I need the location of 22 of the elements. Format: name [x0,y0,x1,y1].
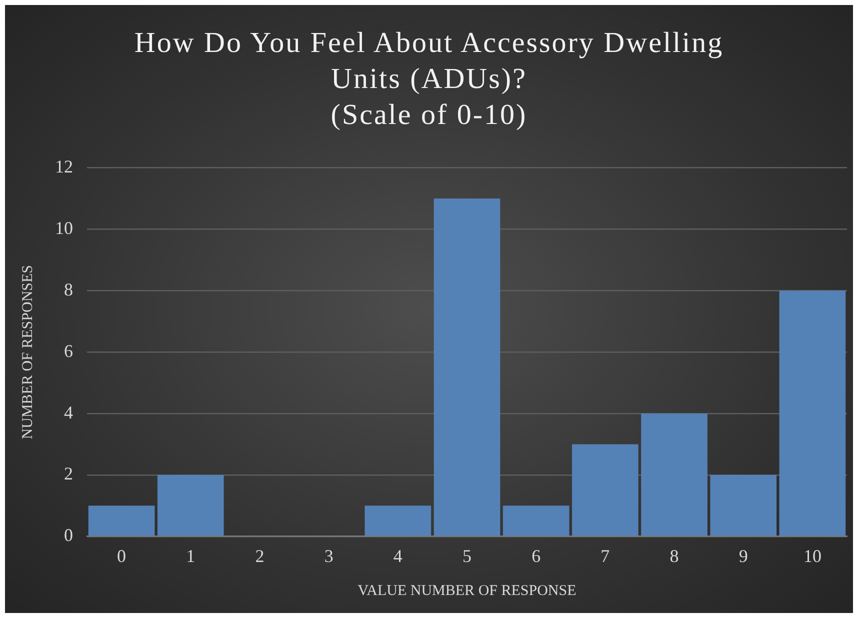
y-axis-title: NUMBER OF RESPONSES [20,264,36,440]
x-tick-label: 4 [393,546,402,566]
y-tick-label: 8 [64,279,73,300]
y-tick-label: 0 [64,525,73,546]
y-tick-label: 12 [55,156,73,177]
x-tick-label: 5 [462,546,472,566]
x-tick-label: 2 [255,546,264,566]
y-tick-label: 2 [64,464,73,484]
x-tick-label: 0 [117,546,126,566]
x-tick-label: 1 [186,546,196,566]
x-tick-label: 10 [803,546,822,566]
y-tick-label: 10 [55,218,73,238]
y-tick-label: 4 [64,402,73,422]
y-tick-label: 6 [64,340,73,361]
x-tick-label: 9 [738,546,748,566]
x-axis-title: VALUE NUMBER OF RESPONSE [358,582,576,599]
x-tick-label: 6 [532,546,541,566]
chart-title: How Do You Feel About Accessory Dwelling Units (ADUs)? [133,26,725,97]
x-tick-label: 7 [600,546,610,566]
x-tick-label: 3 [324,546,334,566]
chart-subtitle: (Scale of 0-10) [330,98,528,133]
x-tick-label: 8 [670,546,679,566]
